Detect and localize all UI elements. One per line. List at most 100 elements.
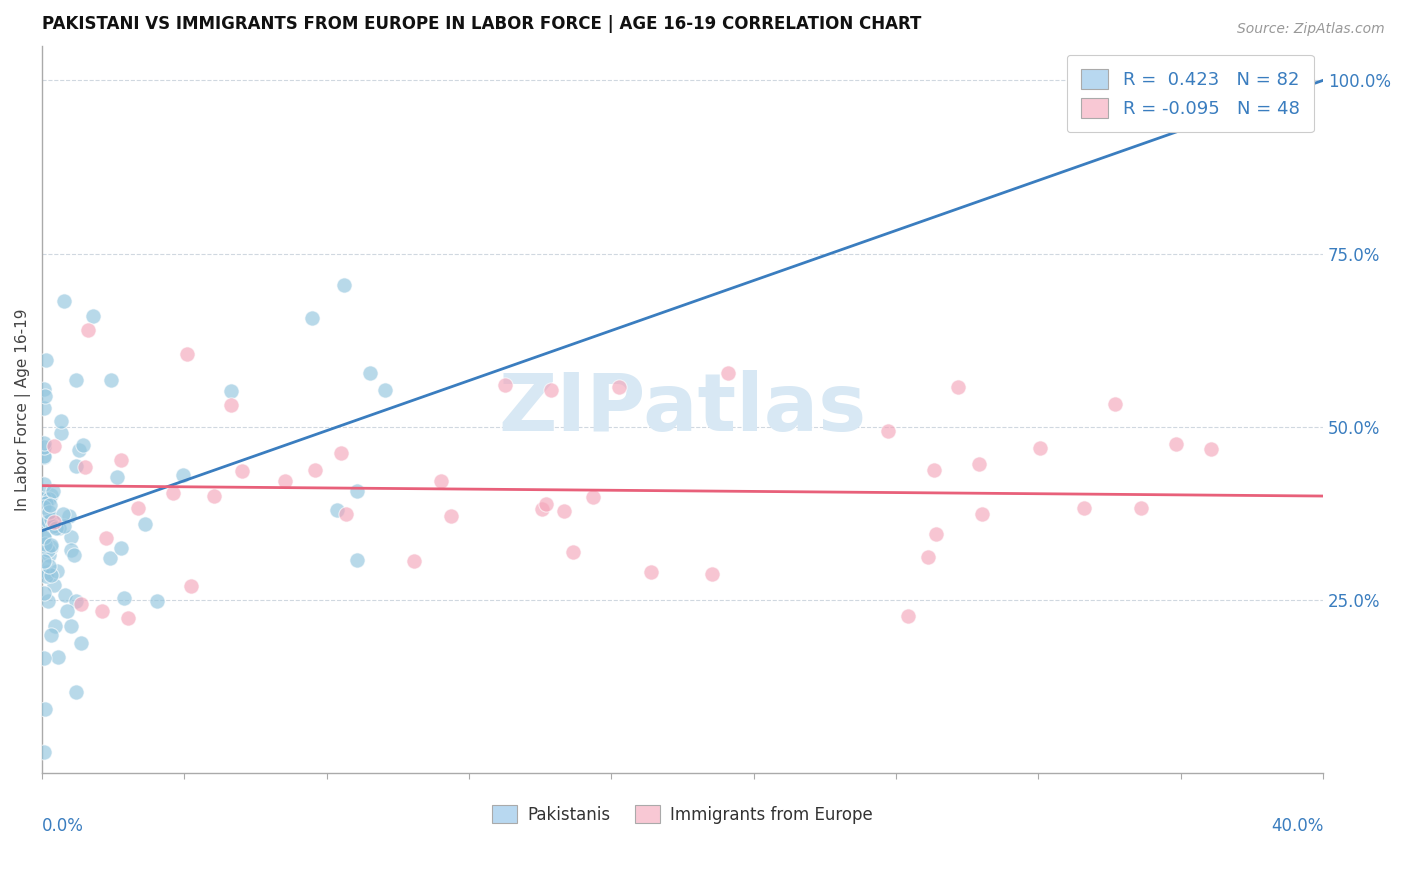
Point [495, 378, 517, 392]
Point [326, 502, 349, 516]
Point [202, 489, 225, 503]
Point [1104, 397, 1126, 411]
Point [32, 500, 55, 514]
Point [45, 521, 67, 535]
Point [32, 554, 55, 568]
Point [700, 566, 723, 581]
Point [38, 559, 60, 574]
Point [41, 483, 63, 498]
Point [39, 538, 62, 552]
Point [32, 401, 55, 415]
Point [38, 506, 60, 520]
Point [42, 577, 65, 591]
Point [32, 530, 55, 544]
Point [35, 569, 58, 583]
Point [44, 619, 66, 633]
Point [32, 746, 55, 760]
Point [134, 516, 156, 531]
Point [274, 474, 297, 488]
Point [52, 508, 75, 522]
Point [329, 446, 352, 460]
Point [70, 636, 93, 650]
Point [219, 384, 242, 398]
Point [34, 389, 56, 403]
Point [34, 537, 56, 551]
Point [346, 483, 368, 498]
Point [51, 426, 73, 441]
Point [540, 383, 562, 397]
Point [38, 491, 60, 506]
Point [430, 475, 453, 489]
Point [896, 608, 918, 623]
Y-axis label: In Labor Force | Age 16-19: In Labor Force | Age 16-19 [15, 308, 31, 511]
Point [304, 463, 326, 477]
Point [359, 366, 381, 380]
Point [110, 541, 132, 556]
Point [38, 548, 60, 562]
Point [32, 530, 55, 544]
Point [1129, 500, 1152, 515]
Point [32, 476, 55, 491]
Point [39, 488, 62, 502]
Point [53, 588, 76, 602]
Point [56, 604, 79, 618]
Point [100, 373, 122, 387]
Point [172, 468, 194, 483]
Point [94, 532, 117, 546]
Point [38, 498, 60, 512]
Point [176, 347, 198, 361]
Point [69, 597, 91, 611]
Point [37, 594, 59, 608]
Point [35, 566, 58, 580]
Point [917, 549, 939, 564]
Point [1073, 500, 1095, 515]
Point [60, 530, 83, 544]
Point [90, 604, 112, 618]
Text: 40.0%: 40.0% [1271, 817, 1323, 835]
Point [65, 684, 87, 698]
Point [42, 519, 65, 533]
Point [32, 491, 55, 505]
Point [67, 442, 90, 457]
Point [922, 463, 945, 477]
Point [970, 507, 993, 521]
Point [39, 512, 62, 526]
Point [59, 543, 82, 558]
Legend: Pakistanis, Immigrants from Europe: Pakistanis, Immigrants from Europe [485, 798, 880, 830]
Point [34, 515, 56, 529]
Point [112, 591, 135, 605]
Point [34, 701, 56, 715]
Point [948, 380, 970, 394]
Point [716, 367, 738, 381]
Text: PAKISTANI VS IMMIGRANTS FROM EUROPE IN LABOR FORCE | AGE 16-19 CORRELATION CHART: PAKISTANI VS IMMIGRANTS FROM EUROPE IN L… [42, 15, 921, 33]
Point [48, 521, 70, 535]
Point [32, 491, 55, 505]
Point [1029, 442, 1052, 456]
Point [110, 452, 132, 467]
Point [65, 594, 87, 608]
Point [346, 552, 368, 566]
Point [531, 502, 554, 516]
Point [127, 500, 149, 515]
Point [45, 564, 67, 578]
Point [82, 309, 104, 323]
Point [105, 470, 128, 484]
Point [582, 490, 605, 504]
Text: Source: ZipAtlas.com: Source: ZipAtlas.com [1237, 22, 1385, 37]
Point [52, 519, 75, 533]
Point [65, 373, 87, 387]
Text: 0.0%: 0.0% [42, 817, 84, 835]
Point [180, 579, 202, 593]
Point [146, 594, 169, 608]
Point [32, 450, 55, 464]
Point [162, 486, 184, 500]
Text: ZIPatlas: ZIPatlas [499, 370, 866, 449]
Point [34, 496, 56, 510]
Point [553, 504, 575, 518]
Point [32, 441, 55, 455]
Point [52, 294, 75, 309]
Point [534, 498, 557, 512]
Point [117, 611, 139, 625]
Point [562, 544, 585, 558]
Point [75, 460, 97, 475]
